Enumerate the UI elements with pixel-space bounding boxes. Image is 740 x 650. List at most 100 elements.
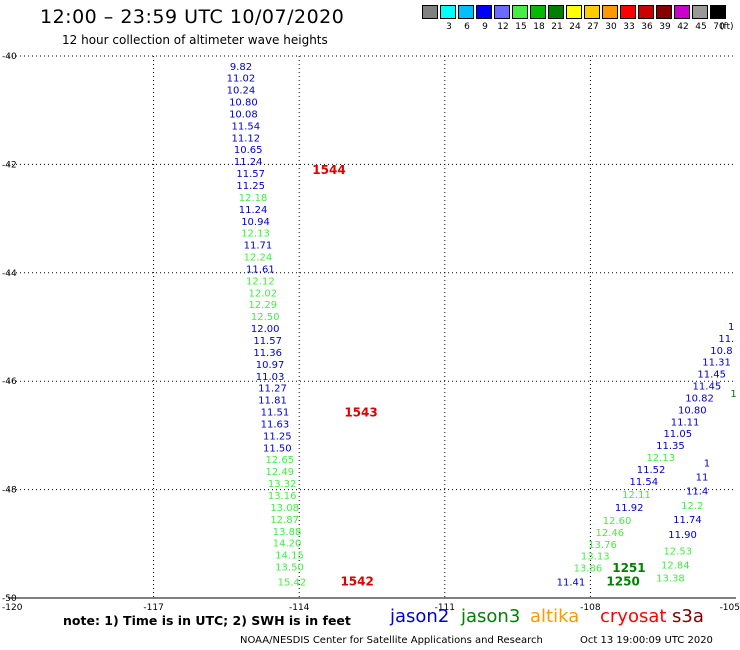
wave-height-label: 11.11 (671, 417, 700, 428)
wave-height-label: 11.57 (253, 336, 282, 347)
wave-height-label: 11.45 (697, 370, 726, 381)
scale-label: 6 (464, 22, 470, 32)
wave-height-label: 12.24 (244, 253, 273, 264)
longitude-tick-label: -108 (580, 603, 601, 613)
wave-height-label: 11.90 (668, 530, 697, 541)
scale-swatch (458, 5, 474, 19)
scale-label: 24 (569, 22, 581, 32)
wave-height-label: 13.38 (656, 573, 685, 584)
wave-height-label: 10.97 (256, 360, 285, 371)
scale-swatch (494, 5, 510, 19)
wave-height-label: 14.20 (273, 539, 302, 550)
units-note: note: 1) Time is in UTC; 2) SWH is in fe… (63, 613, 351, 628)
wave-height-label: 11.4 (686, 487, 708, 498)
latitude-tick-label: -40 (2, 52, 17, 62)
wave-height-label: 10.80 (678, 405, 707, 416)
wave-height-label: 11.54 (629, 477, 658, 488)
generation-timestamp: Oct 13 19:00:09 UTC 2020 (580, 635, 713, 646)
wave-height-label: 1 (704, 459, 710, 470)
wave-height-label: 11.57 (236, 169, 265, 180)
wave-height-label: 10.24 (227, 86, 256, 97)
wave-height-label: 11.74 (673, 515, 702, 526)
wave-height-label: 1 (730, 389, 736, 400)
wave-height-label: 12.13 (646, 453, 675, 464)
satellite-legend-jason3: jason3 (461, 606, 521, 627)
wave-height-label: 13.32 (268, 479, 297, 490)
scale-swatch (620, 5, 636, 19)
observation-time-label: 1544 (312, 163, 345, 177)
scale-label: 70 (713, 22, 725, 32)
wave-height-label: 11.52 (637, 465, 666, 476)
observation-time-label: 1251 (612, 561, 645, 575)
wave-height-label: 11.41 (557, 578, 586, 589)
scale-label: 39 (659, 22, 671, 32)
wave-height-label: 11.36 (253, 348, 282, 359)
wave-height-label: 10.94 (241, 217, 270, 228)
scale-swatch (710, 5, 726, 19)
wave-height-label: 11.71 (244, 241, 273, 252)
wave-height-label: 11.54 (231, 121, 260, 132)
scale-label: 21 (551, 22, 563, 32)
wave-height-label: 13.16 (268, 491, 297, 502)
wave-height-label: 10.80 (229, 98, 258, 109)
wave-height-label: 11.92 (615, 503, 644, 514)
wave-height-label: 11.12 (231, 133, 260, 144)
scale-swatch (512, 5, 528, 19)
scale-label: 45 (695, 22, 707, 32)
wave-height-label: 13.76 (588, 540, 617, 551)
latitude-tick-label: -42 (2, 160, 17, 170)
wave-height-label: 12.60 (603, 516, 632, 527)
wave-height-label: 11.02 (227, 74, 256, 85)
longitude-tick-label: -120 (2, 603, 23, 613)
wave-height-label: 12.87 (270, 515, 299, 526)
wave-height-label: 11.05 (663, 429, 692, 440)
wave-height-label: 13.50 (275, 563, 304, 574)
scale-label: 9 (482, 22, 488, 32)
wave-height-label: 12.84 (661, 560, 690, 571)
wave-height-label: 10.08 (229, 109, 258, 120)
wave-height-label: 12.12 (246, 276, 275, 287)
wave-height-color-scale: 3 6 9 12 15 18 21 24 27 30 33 36 39 42 45 70 (ft) (422, 5, 734, 37)
longitude-tick-label: -111 (435, 603, 455, 613)
wave-height-label: 1 (728, 322, 734, 333)
wave-height-label: 9.82 (230, 62, 252, 73)
wave-height-label: 11.24 (234, 157, 263, 168)
scale-label: 27 (587, 22, 599, 32)
wave-height-label: 12.46 (595, 528, 624, 539)
map-title: 12:00 – 23:59 UTC 10/07/2020 (40, 6, 345, 28)
scale-label: 15 (515, 22, 527, 32)
wave-height-label: 14.15 (275, 551, 304, 562)
scale-swatch (440, 5, 456, 19)
wave-height-label: 11.81 (258, 396, 287, 407)
scale-label: 12 (497, 22, 509, 32)
wave-height-label: 12.2 (681, 501, 703, 512)
scale-swatch (692, 5, 708, 19)
wave-height-label: 11.24 (239, 205, 268, 216)
wave-height-label: 13.13 (581, 552, 610, 563)
wave-height-label: 12.50 (251, 312, 280, 323)
wave-height-label: 12.53 (663, 546, 692, 557)
satellite-legend-jason2: jason2 (390, 606, 450, 627)
latitude-tick-label: -44 (2, 269, 17, 279)
wave-height-label: 15.42 (278, 578, 307, 589)
longitude-tick-label: -117 (143, 603, 163, 613)
scale-label: 36 (641, 22, 653, 32)
wave-height-label: 10.65 (234, 145, 263, 156)
latitude-tick-label: -50 (2, 594, 17, 604)
satellite-legend-altika: altika (530, 606, 580, 627)
wave-height-label: 13.08 (270, 503, 299, 514)
wave-height-label: 13.88 (273, 527, 302, 538)
wave-height-label: 12.49 (265, 467, 294, 478)
scale-swatch (530, 5, 546, 19)
latitude-tick-label: -46 (2, 377, 17, 387)
wave-height-label: 11.31 (702, 358, 731, 369)
wave-height-label: 11.51 (261, 408, 290, 419)
scale-swatch (476, 5, 492, 19)
scale-swatch (584, 5, 600, 19)
wave-height-label: 11.61 (246, 264, 275, 275)
map-subtitle: 12 hour collection of altimeter wave hei… (62, 33, 328, 47)
wave-height-label: 12.11 (622, 490, 651, 501)
scale-swatch (548, 5, 564, 19)
wave-height-label: 10.8 (710, 346, 732, 357)
